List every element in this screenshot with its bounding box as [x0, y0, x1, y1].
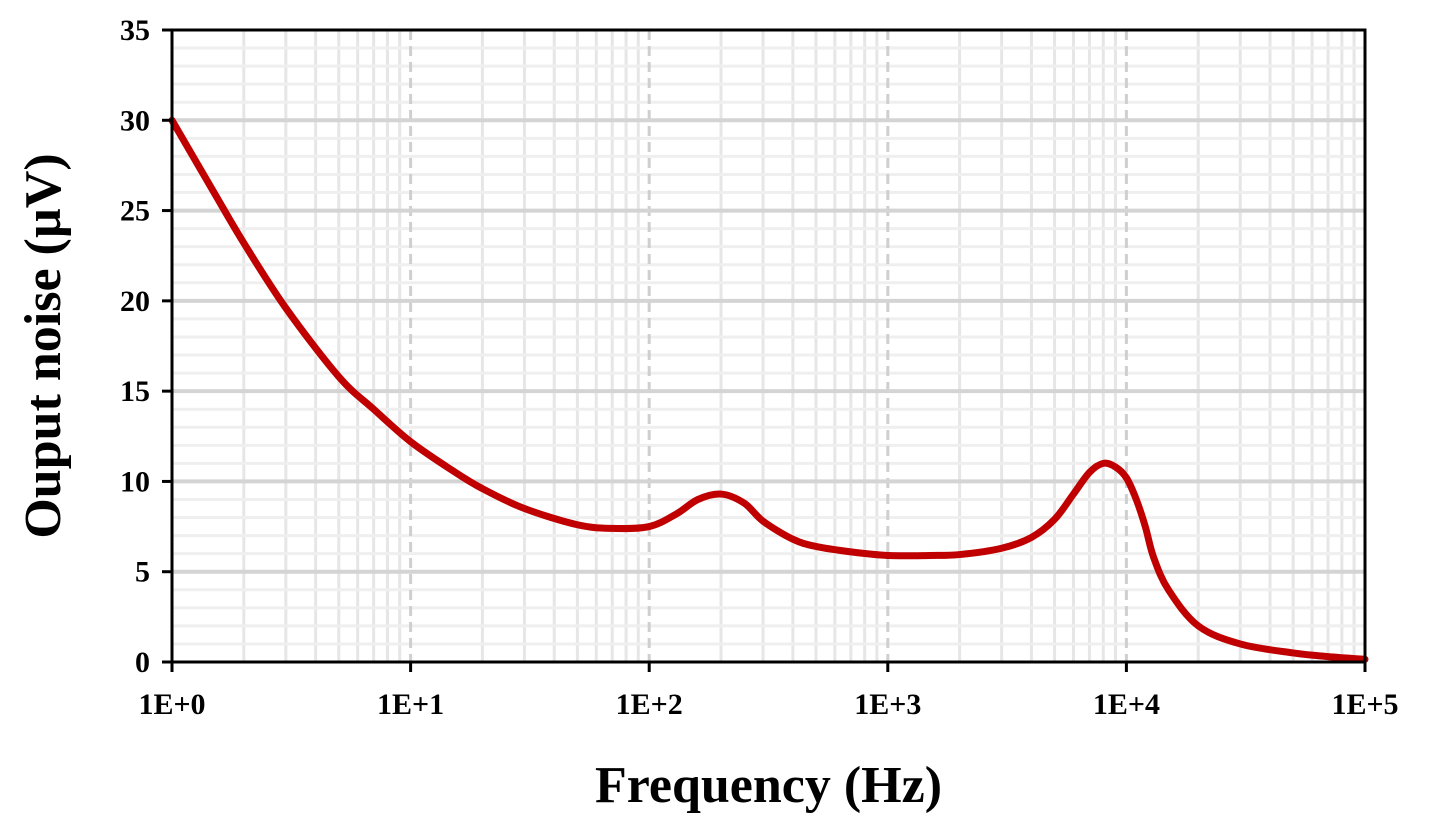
y-tick-label: 20: [120, 285, 150, 318]
y-axis-ticks: 0 5 10 15 20 25 30 35: [120, 14, 172, 679]
y-tick-label: 15: [120, 375, 150, 408]
y-tick-label: 0: [135, 646, 150, 679]
major-gridlines: [172, 30, 1365, 662]
y-tick-label: 5: [135, 556, 150, 589]
x-tick-label: 1E+2: [616, 688, 683, 721]
y-tick-label: 35: [120, 14, 150, 47]
x-tick-label: 1E+5: [1331, 688, 1398, 721]
y-tick-label: 30: [120, 104, 150, 137]
x-axis-ticks: 1E+0 1E+1 1E+2 1E+3 1E+4 1E+5: [138, 662, 1399, 721]
plot-area-frame: [170, 28, 1367, 664]
x-tick-label: 1E+4: [1093, 688, 1160, 721]
y-tick-label: 10: [120, 465, 150, 498]
series-line-0: [168, 116, 1369, 663]
x-axis-title: Frequency (Hz): [595, 757, 942, 814]
y-axis-title: Ouput noise (µV): [15, 153, 72, 538]
minor-gridlines: [172, 30, 1365, 662]
x-tick-label: 1E+3: [854, 688, 921, 721]
x-tick-label: 1E+0: [138, 688, 205, 721]
x-tick-label: 1E+1: [377, 688, 444, 721]
y-tick-label: 25: [120, 195, 150, 228]
series-layer: [168, 116, 1369, 663]
